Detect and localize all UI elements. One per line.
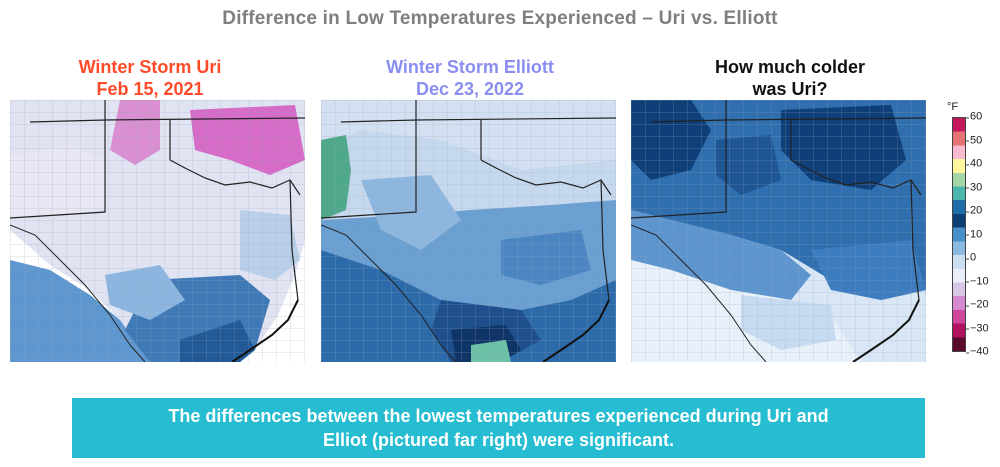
- legend-tick-label: 20: [966, 205, 982, 217]
- panel-title-elliott: Winter Storm Elliott Dec 23, 2022: [355, 56, 585, 100]
- legend-tick-label: −40: [966, 346, 989, 358]
- legend-unit: °F: [947, 101, 959, 113]
- legend-tick-label: 0: [966, 252, 976, 264]
- panel-title-difference: How much colder was Uri?: [680, 56, 900, 100]
- legend-tick-label: 10: [966, 229, 982, 240]
- panel-title-difference-line1: How much colder: [714, 57, 866, 77]
- legend-tick-label: −20: [966, 299, 989, 311]
- caption-banner: The differences between the lowest tempe…: [72, 398, 925, 458]
- panel-title-uri: Winter Storm Uri Feb 15, 2021: [40, 56, 260, 100]
- caption-line-1: The differences between the lowest tempe…: [168, 406, 829, 426]
- caption-line-2: Elliot (pictured far right) were signifi…: [322, 430, 675, 450]
- panel-title-elliott-name: Winter Storm Elliott: [386, 57, 554, 77]
- legend-tick-label: −30: [966, 323, 989, 334]
- map-difference: [631, 100, 926, 362]
- legend-tick-label: 50: [966, 135, 982, 146]
- legend-tick-label: 60: [966, 111, 982, 123]
- figure-title: Difference in Low Temperatures Experienc…: [222, 8, 778, 29]
- panel-title-difference-line2: was Uri?: [752, 79, 828, 99]
- panel-title-elliott-date: Dec 23, 2022: [415, 79, 525, 99]
- legend-tick-label: −10: [966, 276, 989, 287]
- legend-tick-label: 30: [966, 182, 982, 193]
- color-scale-bar: [952, 117, 966, 352]
- legend-tick-label: 40: [966, 158, 982, 170]
- map-elliott: [321, 100, 616, 362]
- panel-title-uri-name: Winter Storm Uri: [78, 57, 222, 77]
- panel-title-uri-date: Feb 15, 2021: [96, 79, 204, 99]
- map-uri: [10, 100, 305, 362]
- color-scale-ticks: 60 50 40 30 20 10 0 −10 −20 −30 −40: [966, 111, 1000, 357]
